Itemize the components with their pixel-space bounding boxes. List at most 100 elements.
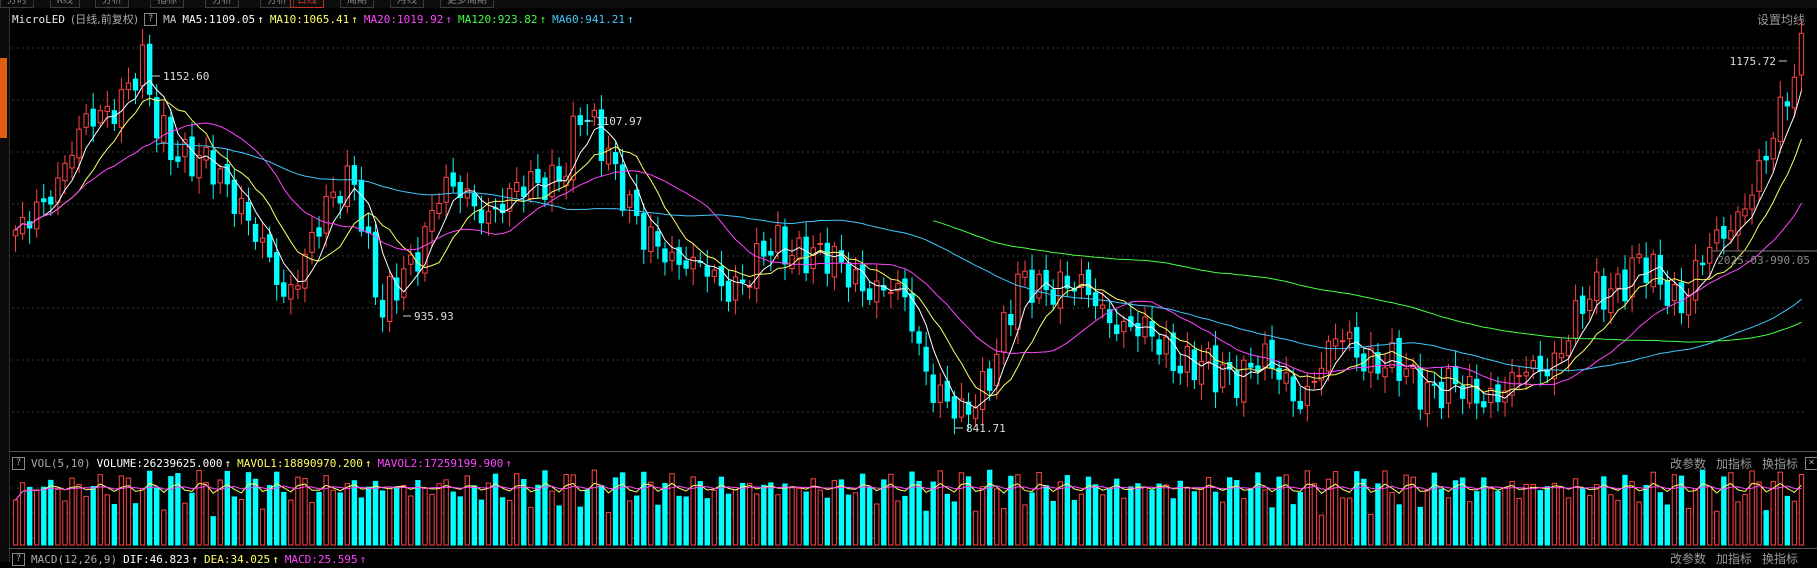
volume-bar (231, 496, 238, 546)
candle (1650, 253, 1656, 288)
candle (725, 280, 732, 302)
volume-bar (386, 486, 393, 546)
help-icon[interactable]: ? (12, 456, 25, 470)
candle (874, 280, 880, 303)
volume-bar (1664, 504, 1671, 546)
vol-add-indicator-button[interactable]: 加指标 (1716, 457, 1753, 471)
candle (888, 291, 894, 294)
volume-bar (1043, 485, 1049, 546)
volume-bar (372, 480, 379, 546)
candle (1678, 282, 1685, 314)
volume-bar (1092, 484, 1099, 546)
top-tab[interactable]: 月线 (390, 0, 424, 8)
volume-bar (464, 475, 470, 546)
macd-switch-indicator-button[interactable]: 换指标 (1762, 552, 1799, 566)
left-scroll-strip[interactable] (0, 8, 10, 562)
candle (125, 82, 132, 91)
volume-bar (1509, 481, 1515, 546)
volume-bar (1156, 483, 1162, 546)
candle (379, 299, 386, 318)
help-icon[interactable]: ? (144, 12, 158, 26)
candle (591, 109, 598, 118)
volume-bar (1410, 476, 1416, 546)
candle (916, 331, 922, 344)
top-tab[interactable]: 分析 (260, 0, 294, 8)
top-tab[interactable]: 分时 (0, 0, 34, 8)
close-icon[interactable]: × (1805, 457, 1817, 470)
top-tab[interactable]: 分析 (205, 0, 239, 8)
top-tab[interactable]: 更多周期 (440, 0, 494, 8)
top-tab[interactable]: 日线 (290, 0, 324, 8)
volume-bar (1650, 471, 1656, 546)
volume-bar (224, 470, 230, 546)
candle (132, 78, 139, 91)
volume-bar (916, 480, 922, 546)
top-tab-bar: 分时 K线 分析 指标 分析 分析 日线 周期 月线 更多周期 (0, 0, 1817, 8)
scroll-marker[interactable] (0, 58, 7, 138)
pane-divider (9, 451, 1817, 452)
volume-bar (1714, 510, 1720, 546)
candle (1643, 257, 1649, 283)
candle (1347, 331, 1353, 340)
volume-bar (704, 498, 711, 546)
candle (394, 277, 400, 301)
vol-modify-params-button[interactable]: 改参数 (1670, 457, 1707, 471)
volume-bar (111, 503, 118, 546)
volume-bar (1615, 499, 1621, 546)
volume-bar (746, 483, 753, 546)
macd-modify-params-button[interactable]: 改参数 (1670, 552, 1707, 566)
volume-bar (196, 470, 202, 546)
volume-bar (104, 494, 110, 546)
top-tab[interactable]: 指标 (150, 0, 184, 8)
volume-bar (238, 498, 245, 546)
volume-bar (725, 493, 732, 546)
volume-bar (965, 476, 972, 546)
candle (55, 177, 61, 203)
vol-switch-indicator-button[interactable]: 换指标 (1762, 457, 1799, 471)
macd-values: DIF:46.823 ↑ DEA:34.025 ↑ MACD:25.595 ↑ (123, 553, 372, 566)
candle (1657, 254, 1663, 285)
candle (203, 146, 209, 161)
top-tab[interactable]: 分析 (95, 0, 129, 8)
candle (803, 236, 809, 274)
candle (1481, 401, 1487, 408)
volume-bar (655, 504, 661, 546)
top-tab[interactable]: K线 (50, 0, 81, 8)
volume-bar (154, 487, 160, 546)
set-ma-button[interactable]: 设置均线 (1756, 13, 1805, 27)
volume-bar (563, 473, 569, 546)
candle (690, 256, 696, 270)
top-tab[interactable]: 周期 (340, 0, 374, 8)
volume-bar (1255, 472, 1261, 546)
candle (1784, 101, 1791, 107)
candle (1594, 271, 1600, 302)
volume-bar (1601, 476, 1607, 546)
volume-bar (274, 471, 280, 546)
candle (626, 194, 633, 208)
volume-bar (499, 497, 506, 546)
candle (1149, 320, 1155, 337)
candle (288, 284, 294, 300)
volume-bar (309, 502, 315, 546)
candle (655, 231, 661, 247)
candle (641, 213, 647, 250)
macd-add-indicator-button[interactable]: 加指标 (1716, 552, 1753, 566)
candle (1523, 371, 1529, 377)
volume-bar (443, 479, 449, 546)
candle (1184, 345, 1191, 373)
volume-bar (626, 500, 633, 546)
volume-bar (506, 499, 513, 546)
candle (528, 171, 534, 200)
arrow-up-icon: ↑ (505, 456, 513, 470)
volume-bar (739, 482, 746, 546)
volume-bar (161, 509, 167, 546)
volume-bar (535, 484, 541, 546)
volume-bar (41, 486, 47, 546)
volume-bar (1071, 499, 1078, 546)
help-icon[interactable]: ? (12, 552, 25, 566)
candle (1777, 96, 1783, 142)
volume-bar (168, 476, 174, 546)
volume-bar (1198, 487, 1205, 546)
indicator-value: MA120:923.82 (458, 12, 538, 26)
